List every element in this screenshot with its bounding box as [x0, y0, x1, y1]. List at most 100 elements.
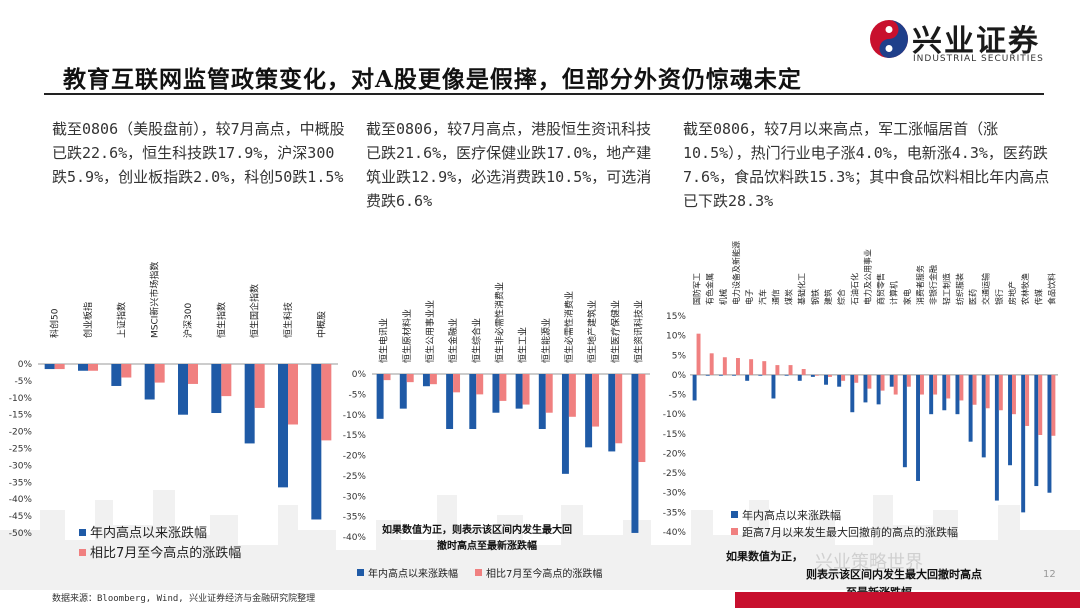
bar-year-high: [44, 364, 55, 370]
bar-july-high: [499, 374, 507, 401]
y-tick-label: -25%: [343, 472, 367, 482]
category-label: 煤炭: [784, 289, 794, 305]
y-tick-label: -30%: [343, 492, 367, 502]
y-tick-label: -15%: [343, 431, 367, 441]
bar-july-high: [749, 359, 754, 375]
bar-year-high: [705, 374, 710, 376]
bar-july-high: [476, 374, 484, 395]
bar-july-high: [854, 374, 859, 383]
bar-july-high: [775, 365, 780, 375]
bar-july-high: [933, 374, 938, 395]
bar-year-high: [718, 374, 723, 376]
company-logo: 兴业证券 INDUSTRIAL SECURITIES: [868, 16, 1063, 66]
legend-swatch: [79, 549, 86, 556]
bar-year-high: [376, 374, 384, 419]
bar-year-high: [144, 364, 155, 400]
bar-july-high: [920, 374, 924, 395]
category-label: 食品饮料: [1046, 273, 1056, 305]
category-label: 非银行金融: [928, 265, 938, 305]
bar-july-high: [1051, 374, 1056, 436]
y-tick-label: -20%: [343, 452, 367, 462]
category-label: 恒生金融业: [447, 318, 459, 363]
chart-annotation: 如果数值为正，: [726, 549, 803, 563]
category-label: 电力设备及新能源: [731, 241, 741, 305]
bar-july-high: [221, 364, 232, 397]
category-label: 恒生国企指数: [249, 284, 261, 338]
bar-july-high: [959, 374, 964, 401]
bar-year-high: [784, 374, 789, 376]
y-tick-label: -40%: [343, 533, 367, 543]
bar-year-high: [1008, 374, 1012, 466]
bar-july-high: [1025, 374, 1030, 426]
bar-july-high: [998, 374, 1003, 411]
bar-year-high: [1047, 374, 1052, 493]
bar-year-high: [863, 374, 868, 403]
y-tick-label: 0%: [352, 370, 367, 380]
legend-swatch: [731, 511, 738, 518]
y-tick-label: -5%: [668, 391, 686, 401]
y-tick-label: -30%: [663, 489, 687, 499]
y-tick-label: -25%: [663, 469, 687, 479]
y-tick-label: 0%: [672, 371, 687, 381]
category-label: 恒生能源业: [540, 318, 552, 363]
category-label: 综合: [836, 289, 846, 305]
logo-text: 兴业证券: [912, 24, 1040, 59]
bar-july-high: [709, 353, 714, 375]
bar-july-high: [429, 374, 437, 385]
category-label: 恒生必需性消费业: [563, 291, 575, 363]
logo-subtitle: INDUSTRIAL SECURITIES: [913, 54, 1044, 64]
title-divider: [44, 93, 1044, 95]
bar-year-high: [942, 374, 947, 411]
y-tick-label: -15%: [663, 430, 687, 440]
category-label: 消费者服务: [915, 265, 925, 305]
bar-july-high: [54, 364, 65, 370]
bar-july-high: [545, 374, 553, 413]
bar-year-high: [981, 374, 986, 458]
bar-year-high: [994, 374, 999, 501]
legend-swatch: [357, 569, 364, 576]
y-tick-label: -10%: [9, 394, 33, 404]
bar-july-high: [788, 365, 793, 375]
bar-year-high: [824, 374, 828, 385]
category-label: 汽车: [757, 289, 767, 305]
bar-july-high: [972, 374, 977, 405]
category-label: 传媒: [1033, 289, 1043, 305]
bar-july-high: [867, 374, 872, 389]
bar-july-high: [88, 364, 98, 371]
bar-july-high: [1038, 374, 1043, 435]
y-tick-label: -40%: [663, 528, 687, 538]
bar-july-high: [946, 374, 951, 399]
category-label: 恒生地产建筑业: [586, 300, 598, 363]
y-tick-label: -5%: [14, 377, 32, 387]
category-label: 科创50: [49, 308, 61, 338]
legend-label: 相比7月至今高点的涨跌幅: [90, 545, 241, 561]
bar-july-high: [254, 364, 265, 408]
bar-july-high: [453, 374, 461, 393]
legend-label: 年内高点以来涨跌幅: [368, 567, 458, 580]
category-label: 沪深300: [182, 303, 194, 338]
category-label: 石油石化: [849, 273, 859, 305]
y-tick-label: -25%: [9, 445, 33, 455]
y-tick-label: 10%: [666, 332, 686, 342]
bar-year-high: [561, 374, 569, 474]
bar-year-high: [608, 374, 616, 452]
y-tick-label: -10%: [343, 411, 367, 421]
bar-year-high: [492, 374, 500, 413]
category-label: 电力及公用事业: [862, 249, 872, 305]
bar-year-high: [968, 374, 973, 442]
page-title: 教育互联网监管政策变化，对A股更像是假摔，但部分外资仍惊魂未定: [63, 66, 802, 93]
bar-year-high: [758, 374, 763, 376]
logo-emblem-icon: [870, 20, 908, 58]
bar-year-high: [538, 374, 546, 430]
bar-july-high: [121, 364, 132, 378]
category-label: 家电: [902, 289, 912, 305]
bar-year-high: [111, 364, 122, 386]
y-tick-label: -15%: [9, 411, 33, 421]
category-label: 房地产: [1007, 281, 1017, 305]
category-label: 恒生电讯业: [378, 318, 390, 363]
bar-year-high: [311, 364, 322, 520]
bar-year-high: [732, 374, 736, 376]
bar-july-high: [880, 374, 885, 391]
category-label: 通信: [770, 289, 780, 305]
legend-swatch: [731, 528, 738, 535]
